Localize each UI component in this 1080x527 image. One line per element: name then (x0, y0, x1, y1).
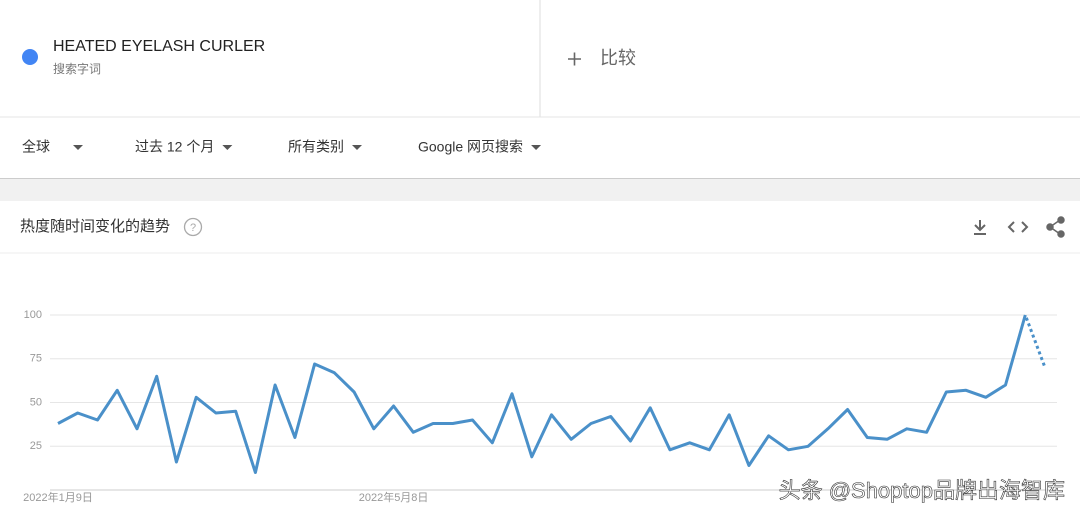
filter-label[interactable]: Google 网页搜索 (418, 139, 523, 155)
x-tick-label: 2022年1月9日 (23, 490, 93, 504)
share-icon[interactable] (1046, 216, 1065, 238)
dropdown-arrow (222, 145, 233, 150)
y-tick-label: 50 (30, 396, 42, 408)
x-tick-label: 2022年5月8日 (359, 490, 429, 504)
dropdown-arrow (531, 145, 542, 150)
separator-band (0, 178, 1080, 201)
share-dot (1057, 230, 1065, 238)
chart-title: 热度随时间变化的趋势 (20, 218, 170, 235)
share-dot (1057, 216, 1065, 224)
filter-label[interactable]: 全球 (22, 139, 50, 155)
share-dot (1046, 223, 1054, 231)
y-tick-label: 100 (24, 309, 42, 321)
help-mark: ? (190, 222, 196, 234)
dropdown-arrow (352, 145, 362, 150)
filter-dropdown[interactable]: 过去 12 个月 (135, 139, 233, 155)
filter-label[interactable]: 所有类别 (288, 139, 344, 155)
plus-icon (568, 52, 581, 66)
y-tick-label: 25 (30, 440, 42, 452)
compare-button[interactable]: 比较 (568, 48, 636, 68)
term-type: 搜索字词 (53, 61, 101, 76)
filter-dropdown[interactable]: Google 网页搜索 (418, 139, 542, 155)
watermark: 头条 @Shoptop品牌出海智库 (779, 478, 1065, 503)
y-tick-label: 75 (30, 353, 42, 365)
download-icon[interactable] (974, 220, 986, 235)
compare-label[interactable]: 比较 (600, 48, 636, 68)
trend-line (57, 313, 1047, 474)
plot: 25 50 75 100 2022年1月9日 2022年5月8日 (23, 309, 1057, 504)
filter-dropdown[interactable]: 所有类别 (288, 139, 362, 155)
filters: 全球 过去 12 个月 所有类别 Google 网页搜索 (22, 139, 542, 155)
filter-label[interactable]: 过去 12 个月 (135, 139, 214, 155)
filter-dropdown[interactable]: 全球 (22, 139, 83, 155)
embed-icon[interactable] (1007, 221, 1029, 233)
help-icon[interactable]: ? (183, 217, 203, 237)
term-dot (22, 49, 38, 65)
search-term[interactable]: HEATED EYELASH CURLER (53, 38, 265, 55)
help-circle (183, 217, 203, 237)
dropdown-arrow (73, 145, 83, 150)
